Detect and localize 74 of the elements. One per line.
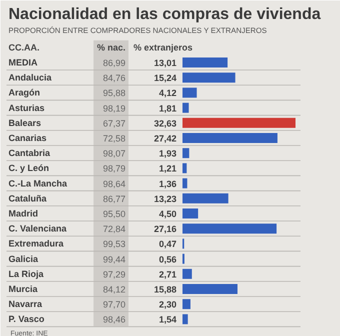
bar [182, 224, 277, 234]
bar [182, 72, 236, 83]
bar [182, 58, 228, 68]
y-axis-title: CC.AA. [8, 42, 40, 52]
bar [182, 102, 189, 113]
text: 97,29 [102, 269, 126, 280]
bar [182, 208, 198, 218]
text: 99,53 [102, 239, 126, 250]
text: 98,07 [102, 148, 126, 159]
data-label: 13,23 [154, 194, 177, 204]
y-tick-label: Asturias [8, 102, 45, 113]
data-label: 2,71 [158, 269, 177, 280]
data-label: 1,21 [158, 164, 177, 174]
bar [182, 163, 187, 174]
y-tick-label: Extremadura [8, 238, 65, 249]
y-tick-label: Cataluña [8, 193, 48, 204]
text: 95,88 [102, 88, 126, 98]
y-tick-label: Murcia [8, 284, 39, 294]
data-label: 32,63 [154, 118, 177, 128]
bar [182, 268, 192, 279]
data-label: 2,30 [158, 300, 177, 310]
bar [182, 299, 190, 310]
y-tick-label: Madrid [8, 208, 38, 218]
text: 97,70 [102, 300, 126, 310]
bar [182, 88, 197, 98]
text: 84,76 [102, 73, 126, 84]
chart-title: Nacionalidad en las compras de vivienda [8, 6, 321, 23]
y-tick-label: C. y León [8, 163, 50, 174]
y-tick-label: La Rioja [8, 268, 44, 279]
bar [182, 148, 190, 158]
data-label: 1,81 [158, 103, 177, 114]
text: 98,79 [102, 164, 126, 174]
text: 98,64 [102, 178, 126, 189]
y-tick-label: Andalucia [8, 72, 53, 83]
y-tick-label: Balears [8, 118, 42, 128]
bar [182, 314, 188, 324]
data-label: 15,88 [154, 284, 177, 294]
y-tick-label: P. Vasco [8, 314, 45, 324]
text: 86,77 [102, 194, 126, 204]
text: 99,44 [102, 254, 126, 264]
data-label: 4,12 [158, 88, 177, 98]
bar [182, 284, 238, 294]
bar [182, 193, 228, 204]
series-label: % extranjeros [134, 42, 193, 52]
data-label: 0,47 [158, 239, 177, 250]
data-label: 27,42 [154, 134, 177, 144]
y-tick-label: Cantabria [8, 148, 52, 158]
data-label: 1,93 [158, 148, 177, 159]
data-label: 1,54 [158, 314, 177, 325]
data-label: 0,56 [158, 254, 177, 264]
y-tick-label: Galicia [8, 254, 40, 264]
text: 86,99 [102, 58, 126, 68]
data-label: 4,50 [158, 209, 177, 219]
bar [182, 118, 296, 128]
text: 72,58 [102, 134, 126, 144]
y-tick-label: Aragón [8, 88, 40, 98]
bar [182, 178, 188, 188]
data-label: 15,24 [154, 73, 177, 84]
text: 72,84 [102, 224, 126, 234]
data-label: 27,16 [154, 224, 177, 234]
y-tick-label: Navarra [8, 299, 44, 310]
bar [182, 133, 278, 143]
y-tick-label: Canarias [8, 133, 47, 143]
text: 84,12 [102, 284, 126, 294]
y-tick-label: C.-La Mancha [8, 178, 68, 188]
text: 67,37 [102, 118, 126, 128]
data-label: 13,01 [154, 58, 177, 68]
y-tick-label: C. Valenciana [8, 224, 68, 234]
text: % nac. [96, 42, 126, 52]
text: 98,19 [102, 103, 126, 114]
y-tick-label: MEDIA [8, 58, 38, 68]
data-label: 1,36 [158, 178, 177, 189]
text: 98,46 [102, 314, 126, 325]
text: 95,50 [102, 209, 126, 219]
